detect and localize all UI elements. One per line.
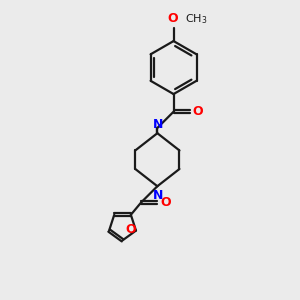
Text: O: O xyxy=(168,13,178,26)
Text: O: O xyxy=(193,105,203,118)
Text: N: N xyxy=(153,118,163,131)
Text: O: O xyxy=(160,196,171,209)
Text: CH$_3$: CH$_3$ xyxy=(185,13,207,26)
Text: O: O xyxy=(125,223,136,236)
Text: N: N xyxy=(153,189,163,202)
